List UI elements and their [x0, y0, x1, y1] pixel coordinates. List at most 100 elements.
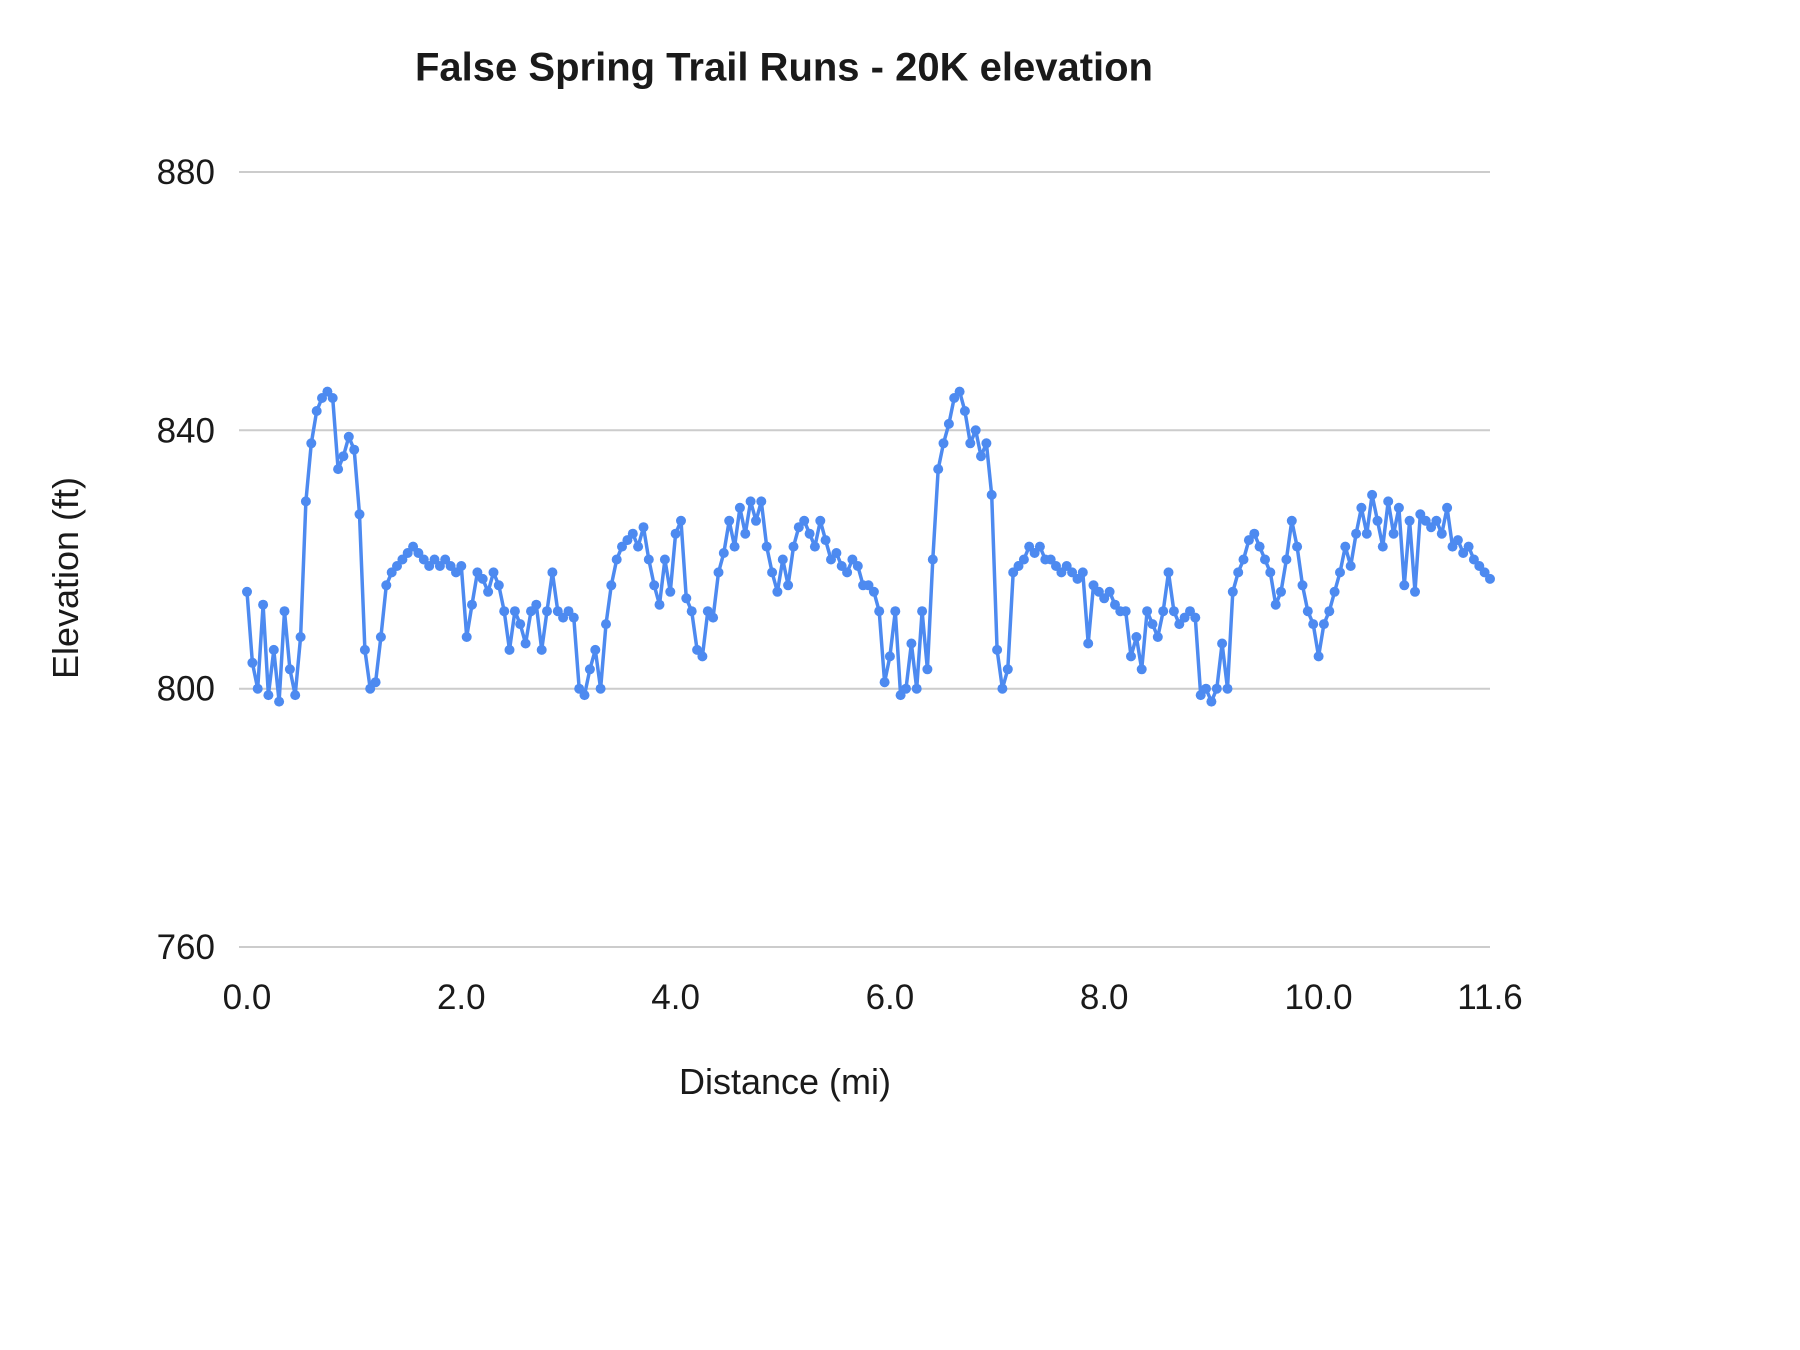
data-point	[1083, 638, 1094, 649]
data-point	[477, 573, 488, 584]
data-point	[499, 606, 510, 617]
data-point	[1238, 554, 1249, 565]
data-point	[1404, 515, 1415, 526]
data-point	[1345, 561, 1356, 571]
data-point	[1233, 567, 1244, 578]
data-point	[1158, 606, 1169, 617]
y-tick-label: 760	[157, 928, 215, 967]
data-point	[568, 612, 579, 623]
data-point	[311, 406, 322, 416]
data-point	[1463, 541, 1474, 552]
data-point	[343, 431, 354, 442]
data-point	[1318, 619, 1329, 630]
data-point	[927, 554, 938, 565]
data-point	[976, 451, 986, 462]
data-point	[1286, 515, 1297, 526]
data-point	[954, 386, 965, 397]
data-point	[595, 683, 606, 694]
data-point	[1018, 554, 1029, 565]
data-point	[1383, 496, 1394, 507]
data-point	[1152, 632, 1163, 642]
data-point	[917, 606, 928, 617]
data-point	[354, 509, 365, 520]
data-point	[1260, 554, 1270, 565]
data-point	[1034, 541, 1045, 552]
x-tick-label: 6.0	[866, 978, 915, 1017]
data-point	[649, 580, 660, 591]
data-point	[681, 593, 692, 604]
data-point	[579, 690, 590, 701]
data-point	[1249, 528, 1260, 539]
data-point	[884, 651, 895, 662]
y-tick-label: 880	[157, 153, 215, 192]
data-point	[547, 567, 558, 578]
data-point	[729, 541, 740, 552]
data-point	[981, 438, 992, 449]
data-point	[874, 606, 885, 617]
data-point	[381, 580, 392, 591]
data-point	[718, 548, 729, 558]
data-point	[338, 451, 349, 462]
data-point	[467, 599, 477, 610]
data-point	[879, 677, 890, 688]
data-point	[247, 657, 258, 668]
data-point	[1120, 606, 1131, 617]
data-point	[761, 541, 772, 552]
data-point	[1142, 606, 1153, 617]
chart-title: False Spring Trail Runs - 20K elevation	[415, 45, 1153, 90]
data-point	[1485, 573, 1495, 584]
data-point	[922, 664, 933, 675]
data-point	[751, 515, 761, 526]
data-point	[1222, 683, 1233, 694]
data-point	[745, 496, 756, 507]
x-tick-label: 8.0	[1080, 978, 1129, 1017]
data-point	[665, 586, 676, 597]
data-point	[611, 554, 622, 565]
data-point	[531, 599, 542, 610]
data-point	[1329, 586, 1340, 597]
data-point	[670, 528, 681, 539]
data-point	[638, 522, 649, 533]
x-tick-label: 0.0	[223, 978, 272, 1017]
data-point	[1410, 586, 1420, 597]
data-point	[606, 580, 617, 591]
data-point	[767, 567, 778, 578]
data-point	[333, 464, 344, 475]
data-point	[1254, 541, 1265, 552]
data-point	[1393, 502, 1404, 513]
x-tick-label: 11.6	[1457, 978, 1523, 1017]
data-point	[493, 580, 504, 591]
data-point	[1367, 489, 1378, 500]
data-point	[1292, 541, 1303, 552]
data-point	[1356, 502, 1367, 513]
data-point	[1313, 651, 1324, 662]
y-tick-label: 840	[157, 411, 215, 450]
x-axis-title: Distance (mi)	[678, 1061, 892, 1102]
data-point	[584, 664, 595, 675]
elevation-line	[245, 389, 1492, 704]
data-point	[375, 632, 386, 642]
x-tick-label: 10.0	[1285, 978, 1353, 1017]
data-point	[911, 683, 922, 694]
data-point	[643, 554, 654, 565]
x-tick-label: 2.0	[437, 978, 486, 1017]
data-point	[1452, 535, 1463, 546]
data-point	[708, 612, 719, 623]
data-point	[258, 599, 269, 610]
y-tick-label: 800	[157, 670, 215, 709]
data-point	[1431, 515, 1442, 526]
data-point	[627, 528, 638, 539]
data-point	[488, 567, 499, 578]
data-point	[279, 606, 290, 617]
data-point	[788, 541, 799, 552]
data-point	[713, 567, 724, 578]
data-point	[1377, 541, 1388, 552]
data-point	[1190, 612, 1201, 623]
data-point	[1340, 541, 1351, 552]
data-point	[772, 586, 783, 597]
data-point	[1399, 580, 1410, 591]
data-point	[1217, 638, 1228, 649]
data-point	[804, 528, 815, 539]
data-point	[756, 496, 767, 507]
